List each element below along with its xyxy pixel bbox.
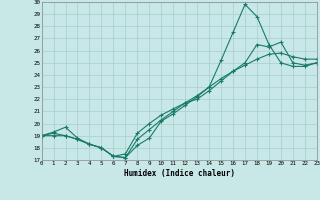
X-axis label: Humidex (Indice chaleur): Humidex (Indice chaleur) — [124, 169, 235, 178]
